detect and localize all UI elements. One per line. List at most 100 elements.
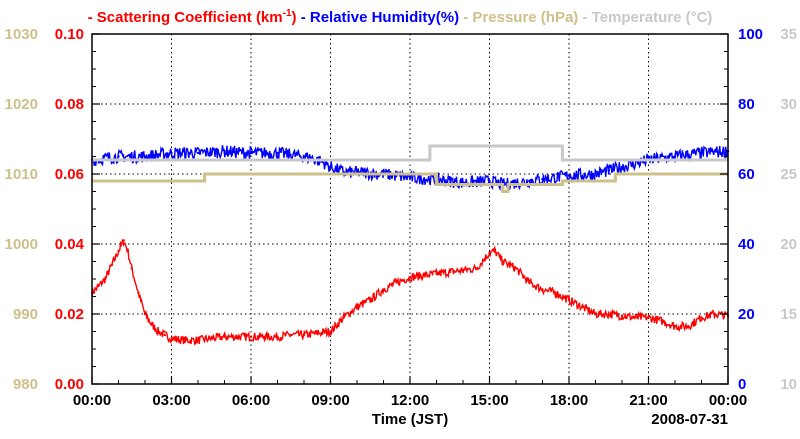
data-point [700, 151, 703, 155]
data-point [289, 333, 292, 337]
data-point [104, 277, 107, 281]
data-point [143, 155, 147, 158]
chart-legend: - Scattering Coefficient (km-1) - Relati… [88, 8, 713, 26]
series-scattering-coefficient [90, 239, 730, 346]
humidity-tick-label: 80 [738, 96, 755, 113]
x-tick-label: 15:00 [470, 392, 508, 409]
data-point [117, 155, 120, 158]
data-point [150, 323, 153, 326]
data-point [143, 312, 147, 316]
data-point [342, 316, 345, 319]
data-point [501, 260, 504, 263]
data-point [249, 335, 253, 338]
pressure-tick-label: 1020 [5, 96, 38, 113]
data-point [163, 333, 167, 337]
data-point [302, 333, 306, 337]
scattering-tick-label: 0.00 [55, 376, 84, 393]
data-point [713, 312, 716, 316]
scattering-tick-label: 0.06 [55, 166, 84, 183]
data-point [170, 151, 173, 155]
x-axis-label: Time (JST) [372, 411, 448, 428]
legend-text: - Scattering Coefficient (km-1) - Relati… [88, 8, 713, 26]
data-point [369, 298, 372, 302]
humidity-tick-label: 40 [738, 236, 755, 253]
temperature-tick-label: 35 [780, 26, 797, 43]
data-point [196, 339, 200, 342]
data-point [673, 155, 677, 158]
data-point [157, 330, 160, 333]
legend-entry: Pressure (hPa) [472, 9, 578, 26]
data-point [196, 151, 200, 155]
series-temperature [92, 144, 728, 162]
temperature-tick-label: 10 [780, 376, 797, 393]
data-point [594, 172, 597, 176]
data-point [475, 267, 478, 270]
data-point [541, 288, 544, 291]
data-point [130, 267, 133, 270]
data-point [408, 276, 412, 279]
data-point [422, 274, 425, 277]
data-point [528, 179, 531, 183]
series-layer [90, 144, 730, 346]
series-pressure [92, 172, 728, 193]
pressure-tick-label: 980 [13, 376, 38, 393]
temperature-tick-label: 20 [780, 236, 797, 253]
legend-suffix: ) [292, 9, 297, 26]
data-point [620, 314, 624, 317]
data-point [276, 335, 279, 338]
data-point [395, 281, 398, 284]
data-point [607, 312, 610, 316]
data-point [408, 176, 412, 179]
series-line [92, 172, 728, 193]
data-point [435, 272, 438, 275]
data-point [607, 169, 610, 172]
data-point [249, 151, 253, 155]
data-point [382, 288, 385, 291]
data-point [302, 155, 306, 158]
data-point [97, 284, 100, 288]
data-point [236, 335, 239, 338]
legend-marker: - [297, 9, 310, 26]
data-point [183, 339, 186, 342]
scattering-tick-label: 0.08 [55, 96, 84, 113]
legend-marker: - [459, 9, 472, 26]
date-label: 2008-07-31 [651, 411, 728, 428]
scattering-tick-label: 0.04 [55, 236, 85, 253]
series-line [91, 145, 729, 192]
pressure-tick-label: 990 [13, 306, 38, 323]
data-point [567, 174, 571, 177]
data-point [461, 269, 465, 272]
data-point [528, 281, 531, 284]
data-point [514, 267, 518, 270]
data-point [620, 165, 624, 169]
pressure-tick-label: 1010 [5, 166, 38, 183]
series-line [92, 144, 728, 162]
data-point [488, 179, 491, 183]
humidity-tick-label: 100 [738, 26, 763, 43]
data-point [117, 249, 120, 253]
x-tick-label: 21:00 [629, 392, 667, 409]
pressure-tick-label: 1000 [5, 236, 38, 253]
humidity-tick-label: 20 [738, 306, 755, 323]
data-point [634, 316, 637, 319]
temperature-tick-label: 30 [780, 96, 797, 113]
data-point [448, 270, 451, 274]
humidity-tick-label: 60 [738, 166, 755, 183]
pressure-tick-label: 1030 [5, 26, 38, 43]
data-point [541, 178, 544, 181]
data-point [122, 239, 126, 242]
legend-entry: Scattering Coefficient (km [97, 9, 283, 26]
x-tick-label: 12:00 [391, 392, 429, 409]
grid-lines [92, 34, 728, 384]
data-point [673, 325, 677, 328]
data-point [126, 249, 129, 253]
x-tick-label: 03:00 [152, 392, 190, 409]
legend-superscript: -1 [283, 8, 292, 19]
legend-marker: - [88, 9, 97, 26]
data-point [137, 291, 140, 295]
data-point [223, 150, 226, 153]
data-point [554, 291, 557, 295]
temperature-tick-label: 25 [780, 166, 797, 183]
